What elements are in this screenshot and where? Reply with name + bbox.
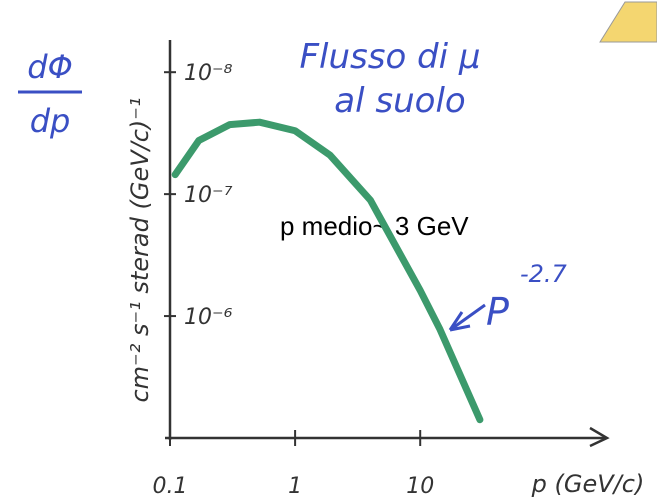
- y-tick-label: 10⁻⁶: [184, 305, 233, 330]
- y-axis-label: cm⁻² s⁻¹ sterad (GeV/c)⁻¹: [126, 97, 154, 402]
- y-symbol-numerator: dΦ: [27, 48, 73, 86]
- power-law-base: P: [486, 290, 509, 334]
- y-tick-label: 10⁻⁸: [184, 61, 233, 86]
- chart: Flusso di μ al suolo dΦ dp cm⁻² s⁻¹ ster…: [0, 0, 657, 503]
- x-tick-label: 0.1: [153, 474, 188, 499]
- x-tick-label: 10: [406, 474, 434, 499]
- x-tick-label: 1: [288, 474, 302, 499]
- chart-title: al suolo: [334, 81, 465, 121]
- y-symbol-denominator: dp: [30, 102, 71, 140]
- x-axis-label: p (GeV/c): [531, 470, 645, 498]
- chart-title: Flusso di μ: [299, 37, 480, 77]
- annotation: p medio~ 3 GeV: [280, 211, 469, 241]
- power-law-exponent: -2.7: [520, 260, 568, 288]
- y-tick-label: 10⁻⁷: [184, 183, 233, 208]
